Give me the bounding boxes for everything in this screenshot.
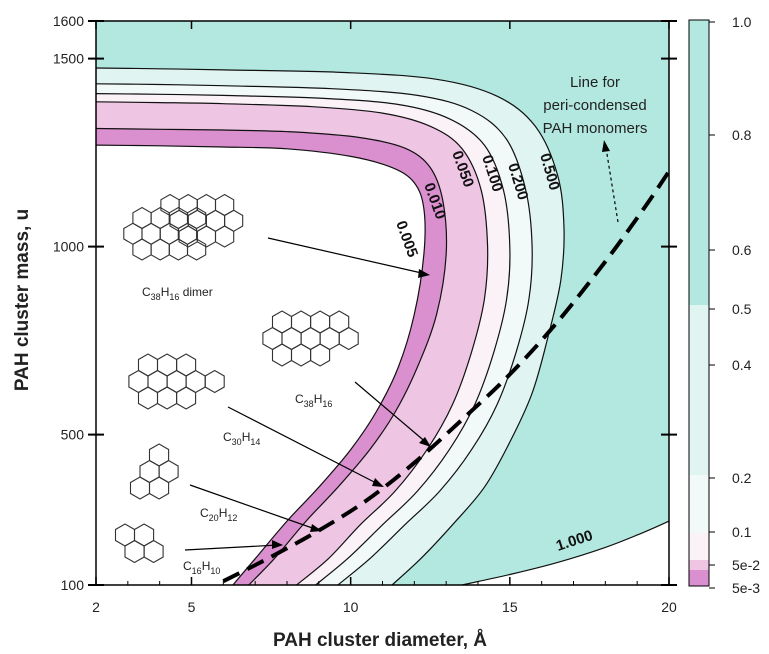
molecule-label: C16H10: [183, 559, 220, 576]
arrow-c30: [227, 406, 381, 486]
molecule-label: C38H16: [295, 392, 332, 409]
colorbar-tick-label: 0.5: [732, 301, 752, 317]
contour-lines: [96, 67, 669, 585]
colorbar-tick-label: 0.4: [732, 357, 752, 373]
colorbar-band: [689, 305, 709, 475]
ring: [128, 369, 149, 394]
arrowhead: [372, 478, 384, 487]
line-label-1: Line for: [570, 74, 620, 91]
contour-line-0.500: [96, 67, 565, 585]
arrowhead: [418, 269, 430, 278]
y-tick-label: 100: [61, 577, 85, 593]
line-label-3: PAH monomers: [543, 120, 648, 137]
peri-condensed-dashed-line: [222, 170, 669, 583]
colorbar-tick-label: 1.0: [732, 14, 752, 30]
colorbar-tick-label: 0.1: [732, 524, 752, 540]
x-tick-label: 2: [92, 599, 100, 615]
molecule-structures: [114, 193, 359, 564]
contour-band: [462, 521, 669, 585]
colorbar-tick-label: 0.8: [732, 127, 752, 143]
contour-line-0.050: [96, 101, 489, 585]
colorbar-ticks: 1.0 0.8 0.6 0.5 0.4 0.2 0.1 5e-2 5e-3: [709, 14, 760, 596]
molecule-c16h10: [114, 523, 164, 564]
colorbar-tick-label: 5e-2: [732, 557, 760, 573]
colorbar-band: [689, 570, 709, 586]
ring: [186, 238, 207, 261]
y-tick-label: 1600: [53, 13, 84, 29]
arrow-c16: [184, 544, 279, 551]
colorbar-band: [689, 533, 709, 560]
colorbar-tick-label: 5e-3: [732, 580, 760, 596]
colorbar-tick-label: 0.6: [732, 242, 752, 258]
x-tick-label: 15: [502, 599, 518, 615]
arrowhead: [310, 524, 322, 532]
ring: [143, 539, 164, 564]
molecule-label: C30H14: [223, 430, 260, 447]
molecule-arrows: [184, 237, 429, 551]
arrowhead: [419, 437, 431, 447]
colorbar-band: [689, 20, 709, 305]
y-axis-title: PAH cluster mass, u: [12, 209, 33, 391]
x-tick-label: 5: [188, 599, 196, 615]
ring: [338, 326, 359, 351]
molecule-label: C20H12: [200, 506, 237, 523]
contour-line-0.010: [96, 127, 448, 585]
y-tick-label: 1000: [53, 239, 84, 255]
ring: [123, 222, 143, 245]
molecule-c38h16-dimer: [123, 193, 244, 261]
ring: [176, 386, 197, 410]
arrow-dimer: [267, 237, 427, 275]
molecule-c38h16: [262, 310, 359, 367]
x-ticks: 2 5 10 15 20: [92, 21, 677, 615]
molecule-c30h14: [128, 353, 225, 410]
ring: [310, 343, 331, 367]
y-tick-label: 500: [61, 427, 85, 443]
colorbar: 1.0 0.8 0.6 0.5 0.4 0.2 0.1 5e-2 5e-3: [688, 14, 760, 596]
ring: [262, 326, 283, 351]
x-axis-title: PAH cluster diameter, Å: [273, 630, 487, 651]
line-label-2: peri-condensed: [543, 97, 646, 114]
contour-line-1.000: [461, 520, 669, 585]
line-label-arrowhead: [602, 140, 610, 152]
line-annotation: Line for peri-condensed PAH monomers: [543, 74, 648, 223]
ring: [148, 476, 170, 500]
x-tick-label: 10: [343, 599, 359, 615]
contour-line-0.005: [96, 144, 426, 585]
molecule-label: C38H16 dimer: [142, 285, 213, 302]
line-label-arrow: [605, 147, 619, 223]
arrow-c20: [189, 484, 319, 531]
molecule-c20h12: [129, 443, 179, 500]
ring: [204, 369, 225, 394]
y-tick-label: 1500: [53, 51, 84, 67]
molecule-labels: C38H16 dimer C38H16 C30H14 C20H12 C16H10: [142, 285, 332, 576]
colorbar-band: [689, 560, 709, 570]
contour-line-0.200: [96, 83, 533, 585]
contour-line-0.100: [96, 93, 511, 585]
arrowhead: [272, 540, 283, 549]
molecule-arrowheads: [272, 269, 431, 549]
arrow-c38: [354, 381, 429, 445]
x-tick-label: 20: [661, 599, 677, 615]
ring: [214, 225, 235, 248]
colorbar-band: [689, 475, 709, 533]
y-ticks: 100 500 1000 1500 1600: [53, 13, 677, 593]
colorbar-frame: [688, 19, 710, 587]
colorbar-tick-label: 0.2: [732, 470, 752, 486]
